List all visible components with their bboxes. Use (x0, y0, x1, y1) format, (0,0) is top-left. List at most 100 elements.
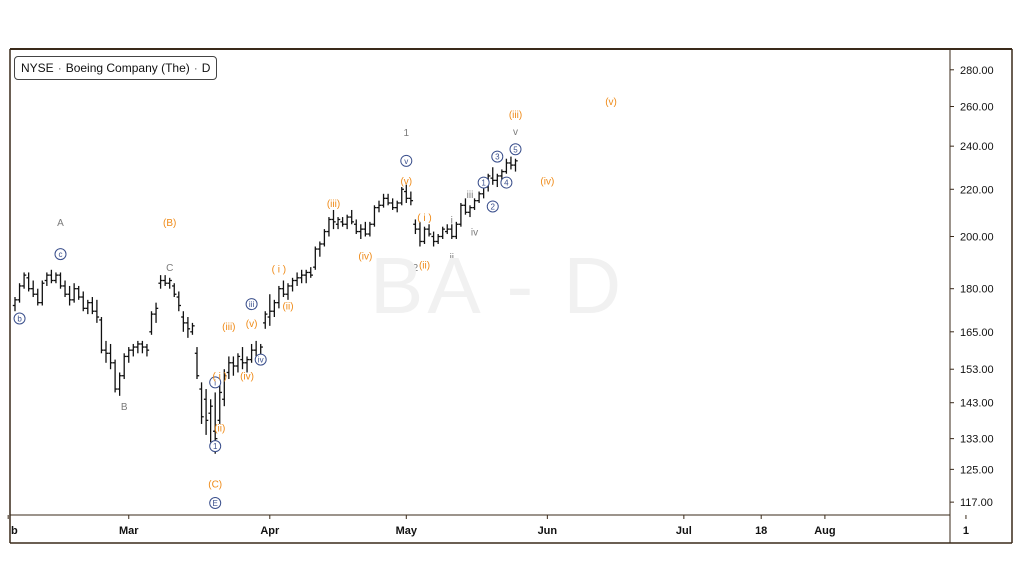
wave-label-text: (iii) (327, 199, 340, 210)
price-tick-label: 260.00 (960, 102, 994, 114)
ohlc-bar (313, 246, 318, 270)
ohlc-bar (458, 202, 464, 227)
ohlc-bar (44, 272, 50, 286)
wave-label: 1 (404, 128, 410, 139)
wave-label-text: E (213, 499, 218, 508)
ohlc-bar (399, 187, 404, 206)
wave-label: b (13, 312, 26, 325)
ohlc-bar (395, 200, 400, 213)
ohlc-bar (58, 272, 63, 289)
ohlc-bar (94, 299, 100, 323)
ohlc-bar (426, 224, 432, 237)
wave-label-text: (v) (400, 176, 412, 187)
time-tick-label: 1 (963, 525, 969, 537)
ohlc-bar (476, 191, 482, 203)
ohlc-bar (17, 283, 22, 303)
ohlc-bar (390, 198, 395, 210)
wave-label-text: (iv) (540, 176, 554, 187)
ohlc-bar (385, 193, 391, 206)
time-axis[interactable]: b Mar Apr May Jun Jul 18 Aug 1 (7, 515, 969, 537)
wave-label-text: c (59, 250, 63, 259)
ohlc-bar (194, 347, 200, 380)
ohlc-bar (217, 379, 222, 424)
wave-label-text: (iv) (240, 372, 254, 383)
ohlc-bar (445, 224, 450, 235)
wave-label: 1 (477, 176, 490, 189)
wave-label: ( i ) (213, 372, 227, 383)
wave-label-circle (486, 200, 499, 213)
wave-label-text: 1 (481, 179, 486, 188)
ohlc-bar (508, 156, 514, 170)
ohlc-bar (249, 343, 254, 363)
wave-label-circle (509, 143, 522, 156)
time-tick-label: Jul (676, 525, 692, 537)
ohlc-bar (276, 285, 282, 309)
ohlc-bar (158, 275, 163, 289)
ohlc-bar (340, 217, 345, 227)
ohlc-bar (299, 269, 304, 284)
wave-label-text: ( i ) (272, 264, 286, 275)
ohlc-bar (90, 297, 95, 315)
ohlc-bar (99, 317, 104, 354)
wave-label-text: 2 (413, 263, 419, 274)
wave-label: B (121, 402, 128, 413)
time-tick-label: b (11, 525, 18, 537)
time-tick-label: Apr (260, 525, 280, 537)
wave-label-text: 1 (213, 442, 218, 451)
ohlc-bar (440, 226, 445, 239)
wave-label-text: 4 (504, 179, 509, 188)
wave-label-text: (iii) (509, 110, 522, 121)
wave-label-circle (491, 150, 504, 163)
ohlc-bar (404, 184, 409, 203)
ohlc-bar (490, 167, 495, 185)
ohlc-bar (281, 280, 286, 298)
ohlc-bar (349, 209, 354, 225)
wave-label-circle (500, 176, 513, 189)
wave-label: 5 (509, 143, 522, 156)
wave-label: (iii) (509, 110, 522, 121)
price-tick-label: 165.00 (960, 327, 994, 339)
wave-label: 3 (491, 150, 504, 163)
wave-label-text: iii (249, 300, 255, 309)
ohlc-bar (495, 173, 500, 188)
ohlc-bar (331, 209, 336, 230)
ohlc-bar (144, 343, 150, 357)
wave-label: (iv) (540, 176, 554, 187)
wave-label: (C) (208, 479, 222, 490)
ohlc-bars (12, 156, 518, 454)
ohlc-bar (304, 269, 309, 284)
ohlc-bar (135, 340, 141, 354)
price-tick-label: 280.00 (960, 65, 994, 77)
company-name: Boeing Company (The) (65, 61, 190, 75)
time-tick-label: May (396, 525, 418, 537)
ohlc-bar (117, 372, 122, 396)
ohlc-bar (231, 356, 236, 376)
ohlc-bar (40, 280, 45, 306)
ohlc-bar (108, 343, 113, 370)
wave-label-text: 3 (495, 153, 500, 162)
wave-label-circle (254, 353, 267, 366)
ohlc-bar (472, 198, 477, 210)
ohlc-bar (463, 198, 468, 215)
time-tick-label: 18 (755, 525, 767, 537)
ohlc-bar (363, 221, 368, 237)
ohlc-bar (222, 369, 227, 407)
ohlc-bar (272, 299, 277, 318)
ohlc-bar (71, 283, 77, 303)
price-axis[interactable]: 280.00 260.00 240.00 220.00 200.00 180.00 165.… (950, 65, 994, 509)
ohlc-bar (431, 231, 436, 247)
ohlc-bar (203, 389, 209, 435)
ohlc-bar (372, 205, 377, 227)
ohlc-bar (226, 356, 232, 380)
symbol-legend[interactable]: NYSE · Boeing Company (The) · D (14, 56, 218, 80)
ohlc-bar (53, 272, 59, 284)
ohlc-bar (504, 158, 509, 174)
ohlc-bar (126, 347, 131, 363)
wave-label-text: (ii) (282, 301, 293, 312)
wave-label: A (57, 218, 64, 229)
wave-label-text: ii (450, 253, 454, 264)
wave-label: 4 (500, 176, 513, 189)
wave-label-text: (iii) (222, 322, 235, 333)
wave-label: (iv) (358, 251, 372, 262)
